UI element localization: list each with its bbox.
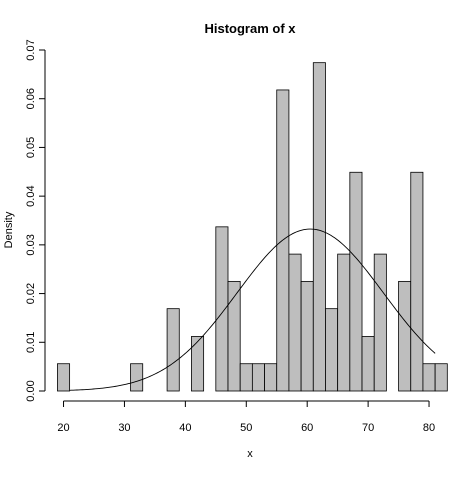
x-tick-label: 30 bbox=[118, 422, 130, 434]
histogram-bar bbox=[288, 253, 302, 392]
histogram-bar bbox=[57, 363, 71, 392]
y-tick-label: 0.00 bbox=[25, 380, 37, 401]
x-tick-label: 60 bbox=[301, 422, 313, 434]
y-tick-label: 0.03 bbox=[25, 234, 37, 255]
y-tick-label: 0.06 bbox=[25, 88, 37, 109]
histogram-bar bbox=[264, 363, 278, 392]
histogram-bar bbox=[227, 280, 241, 392]
histogram-bar bbox=[239, 363, 253, 392]
histogram-bar bbox=[325, 308, 339, 392]
x-axis: 20 30 40 50 60 70 80 bbox=[57, 400, 435, 434]
x-tick-label: 70 bbox=[362, 422, 374, 434]
y-tick-label: 0.02 bbox=[25, 283, 37, 304]
y-tick-label: 0.01 bbox=[25, 332, 37, 353]
density-curve-group bbox=[69, 228, 436, 391]
density-curve bbox=[69, 228, 436, 391]
histogram-bar bbox=[422, 363, 436, 392]
histogram-bar bbox=[398, 280, 412, 392]
y-tick-label: 0.05 bbox=[25, 137, 37, 158]
histogram-bar bbox=[312, 62, 326, 392]
histogram-bar bbox=[130, 363, 144, 392]
histogram-bar bbox=[373, 253, 387, 392]
bars-group bbox=[57, 62, 448, 392]
y-tick-label: 0.04 bbox=[25, 185, 37, 206]
histogram-bar bbox=[215, 226, 229, 392]
histogram-bar bbox=[337, 253, 351, 392]
histogram-bar bbox=[349, 171, 363, 392]
histogram-bar bbox=[434, 363, 448, 392]
histogram-bar bbox=[361, 336, 375, 392]
histogram-bar bbox=[166, 308, 180, 392]
histogram-bar bbox=[251, 363, 265, 392]
histogram-bar bbox=[300, 280, 314, 392]
x-tick-label: 80 bbox=[423, 422, 435, 434]
x-tick-label: 50 bbox=[240, 422, 252, 434]
y-axis: 0.00 0.01 0.02 0.03 0.04 0.05 0.06 0.07 bbox=[25, 39, 46, 402]
histogram-bar bbox=[410, 171, 424, 392]
chart-title: Histogram of x bbox=[204, 21, 296, 36]
y-axis-label: Density bbox=[3, 211, 15, 248]
x-axis-label: x bbox=[247, 448, 253, 460]
y-tick-label: 0.07 bbox=[25, 39, 37, 60]
x-tick-label: 20 bbox=[57, 422, 69, 434]
x-tick-label: 40 bbox=[179, 422, 191, 434]
histogram-bar bbox=[191, 336, 205, 392]
